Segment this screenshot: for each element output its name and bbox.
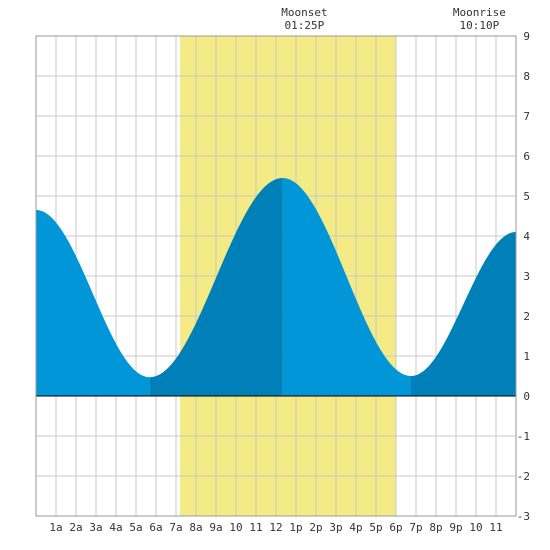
x-tick-label: 9a	[209, 521, 222, 534]
plot-border	[35, 35, 517, 517]
x-tick-label: 2a	[69, 521, 82, 534]
y-tick-label: 6	[523, 150, 530, 163]
x-tick-label: 6p	[389, 521, 402, 534]
x-tick-label: 5p	[369, 521, 382, 534]
x-tick-label: 8a	[189, 521, 202, 534]
x-tick-label: 2p	[309, 521, 322, 534]
tide-area	[36, 210, 150, 396]
x-tick-label: 3a	[89, 521, 102, 534]
y-tick-label: 9	[523, 30, 530, 43]
y-tick-label: 5	[523, 190, 530, 203]
y-tick-label: -2	[517, 470, 530, 483]
y-tick-label: 0	[523, 390, 530, 403]
x-tick-label: 10	[469, 521, 482, 534]
x-tick-label: 12	[269, 521, 282, 534]
moon-event-time: 10:10P	[460, 19, 500, 32]
moon-event-time: 01:25P	[285, 19, 325, 32]
y-tick-label: -1	[517, 430, 530, 443]
y-tick-label: 8	[523, 70, 530, 83]
x-tick-label: 11	[249, 521, 262, 534]
x-tick-label: 1p	[289, 521, 302, 534]
y-tick-label: 4	[523, 230, 530, 243]
x-tick-label: 9p	[449, 521, 462, 534]
x-tick-label: 11	[489, 521, 502, 534]
x-axis: 1a 2a 3a 4a 5a 6a 7a 8a 9a 10 11 12 1p 2p 3p 4p 5p 6p 7p 8p…	[49, 521, 502, 534]
y-tick-label: -3	[517, 510, 530, 523]
moon-event-title: Moonset	[281, 6, 327, 19]
tide-area	[411, 232, 516, 396]
x-tick-label: 7a	[169, 521, 182, 534]
x-tick-label: 4p	[349, 521, 362, 534]
y-tick-label: 2	[523, 310, 530, 323]
y-tick-label: 1	[523, 350, 530, 363]
x-tick-label: 6a	[149, 521, 162, 534]
y-tick-label: 3	[523, 270, 530, 283]
moon-event-title: Moonrise	[453, 6, 506, 19]
x-tick-label: 5a	[129, 521, 142, 534]
y-axis: -3 -2 -1 0 1 2 3 4 5 6 7 8 9	[517, 30, 531, 523]
x-tick-label: 10	[229, 521, 242, 534]
y-tick-label: 7	[523, 110, 530, 123]
tide-layer	[36, 178, 516, 396]
x-tick-label: 3p	[329, 521, 342, 534]
tide-area	[282, 178, 411, 396]
x-tick-label: 1a	[49, 521, 62, 534]
tide-area	[149, 178, 283, 396]
x-tick-label: 7p	[409, 521, 422, 534]
x-tick-label: 4a	[109, 521, 122, 534]
x-tick-label: 8p	[429, 521, 442, 534]
